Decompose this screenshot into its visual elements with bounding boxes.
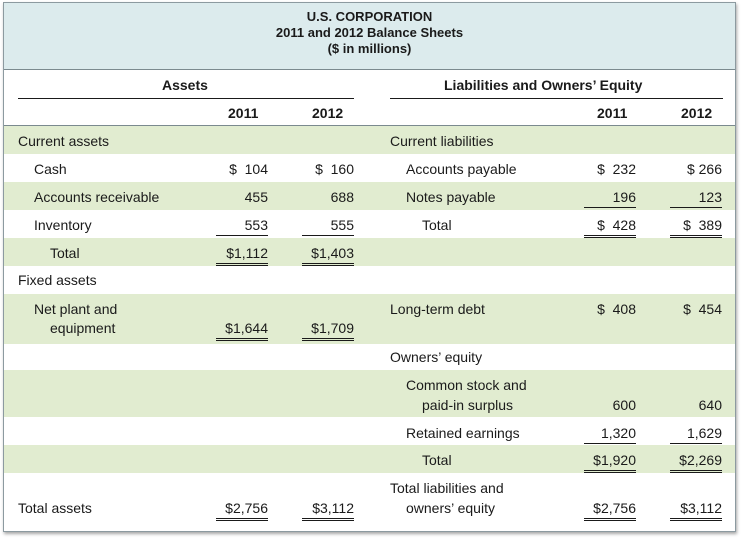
row-band [4, 294, 735, 344]
notes-payable-2011: 196 [584, 188, 636, 208]
total-assets-label: Total assets [18, 500, 92, 516]
common-stock-2011: 600 [612, 397, 636, 413]
net-plant-2012: $1,709 [302, 319, 354, 341]
assets-heading: Assets [162, 77, 208, 93]
retained-earnings-2012: 1,629 [670, 424, 722, 444]
long-term-debt-2011: $ 408 [597, 301, 636, 317]
current-liabilities-total-label: Total [422, 217, 452, 233]
total-liabilities-equity-label-line1: Total liabilities and [390, 480, 504, 496]
row-band [4, 370, 735, 417]
owners-equity-label: Owners’ equity [390, 349, 483, 365]
notes-payable-2012: 123 [670, 188, 722, 208]
common-stock-2012: 640 [698, 397, 722, 413]
long-term-debt-2012: $ 454 [683, 301, 722, 317]
liabilities-heading: Liabilities and Owners’ Equity [444, 77, 643, 93]
total-assets-2011: $2,756 [216, 499, 268, 521]
fixed-assets-label: Fixed assets [18, 272, 97, 288]
row-band [4, 182, 735, 210]
assets-year-2011: 2011 [228, 105, 259, 121]
cash-2011: $ 104 [229, 161, 268, 177]
inventory-label: Inventory [34, 217, 92, 233]
equity-total-label: Total [422, 452, 452, 468]
total-liabilities-equity-2012: $3,112 [670, 499, 722, 521]
equity-total-2011: $1,920 [584, 451, 636, 473]
assets-heading-rule [18, 98, 354, 99]
balance-sheet-table: U.S. CORPORATION 2011 and 2012 Balance S… [3, 2, 736, 532]
total-liabilities-equity-label-line2: owners’ equity [406, 500, 495, 516]
liabilities-heading-rule [390, 98, 723, 99]
table-subtitle: 2011 and 2012 Balance Sheets [275, 25, 464, 40]
accounts-payable-label: Accounts payable [406, 161, 517, 177]
accounts-receivable-label: Accounts receivable [34, 189, 160, 205]
common-stock-label-line1: Common stock and [406, 377, 527, 393]
row-band [4, 445, 735, 473]
inventory-2012: 555 [302, 216, 354, 236]
table-header: U.S. CORPORATION 2011 and 2012 Balance S… [4, 3, 735, 69]
accounts-receivable-2011: 455 [244, 189, 268, 205]
current-assets-total-label: Total [50, 245, 80, 261]
long-term-debt-label: Long-term debt [390, 301, 485, 317]
total-assets-2012: $3,112 [302, 499, 354, 521]
current-liabilities-total-2011: $ 428 [584, 216, 636, 238]
row-band [4, 238, 735, 266]
company-name: U.S. CORPORATION [306, 9, 433, 24]
current-liabilities-total-2012: $ 389 [670, 216, 722, 238]
header-divider [4, 69, 735, 70]
assets-year-2012: 2012 [312, 105, 344, 121]
cash-2012: $ 160 [315, 161, 354, 177]
net-plant-label-line2: equipment [50, 320, 116, 336]
table-units: ($ in millions) [327, 41, 412, 56]
liabilities-year-2012: 2012 [681, 105, 713, 121]
inventory-2011: 553 [216, 216, 268, 236]
accounts-receivable-2012: 688 [330, 189, 354, 205]
accounts-payable-2011: $ 232 [597, 161, 636, 177]
cash-label: Cash [34, 161, 67, 177]
net-plant-2011: $1,644 [216, 319, 268, 341]
row-band [4, 126, 735, 154]
retained-earnings-label: Retained earnings [406, 425, 520, 441]
common-stock-label-line2: paid-in surplus [422, 397, 514, 413]
column-header-divider [4, 125, 735, 126]
retained-earnings-2011: 1,320 [584, 424, 636, 444]
current-assets-label: Current assets [18, 133, 110, 149]
current-assets-total-2011: $1,112 [216, 244, 268, 266]
notes-payable-label: Notes payable [406, 189, 496, 205]
current-assets-total-2012: $1,403 [302, 244, 354, 266]
current-liabilities-label: Current liabilities [390, 133, 494, 149]
equity-total-2012: $2,269 [670, 451, 722, 473]
accounts-payable-2012: $ 266 [686, 161, 722, 177]
net-plant-label-line1: Net plant and [34, 301, 118, 317]
total-liabilities-equity-2011: $2,756 [584, 499, 636, 521]
liabilities-year-2011: 2011 [597, 105, 628, 121]
